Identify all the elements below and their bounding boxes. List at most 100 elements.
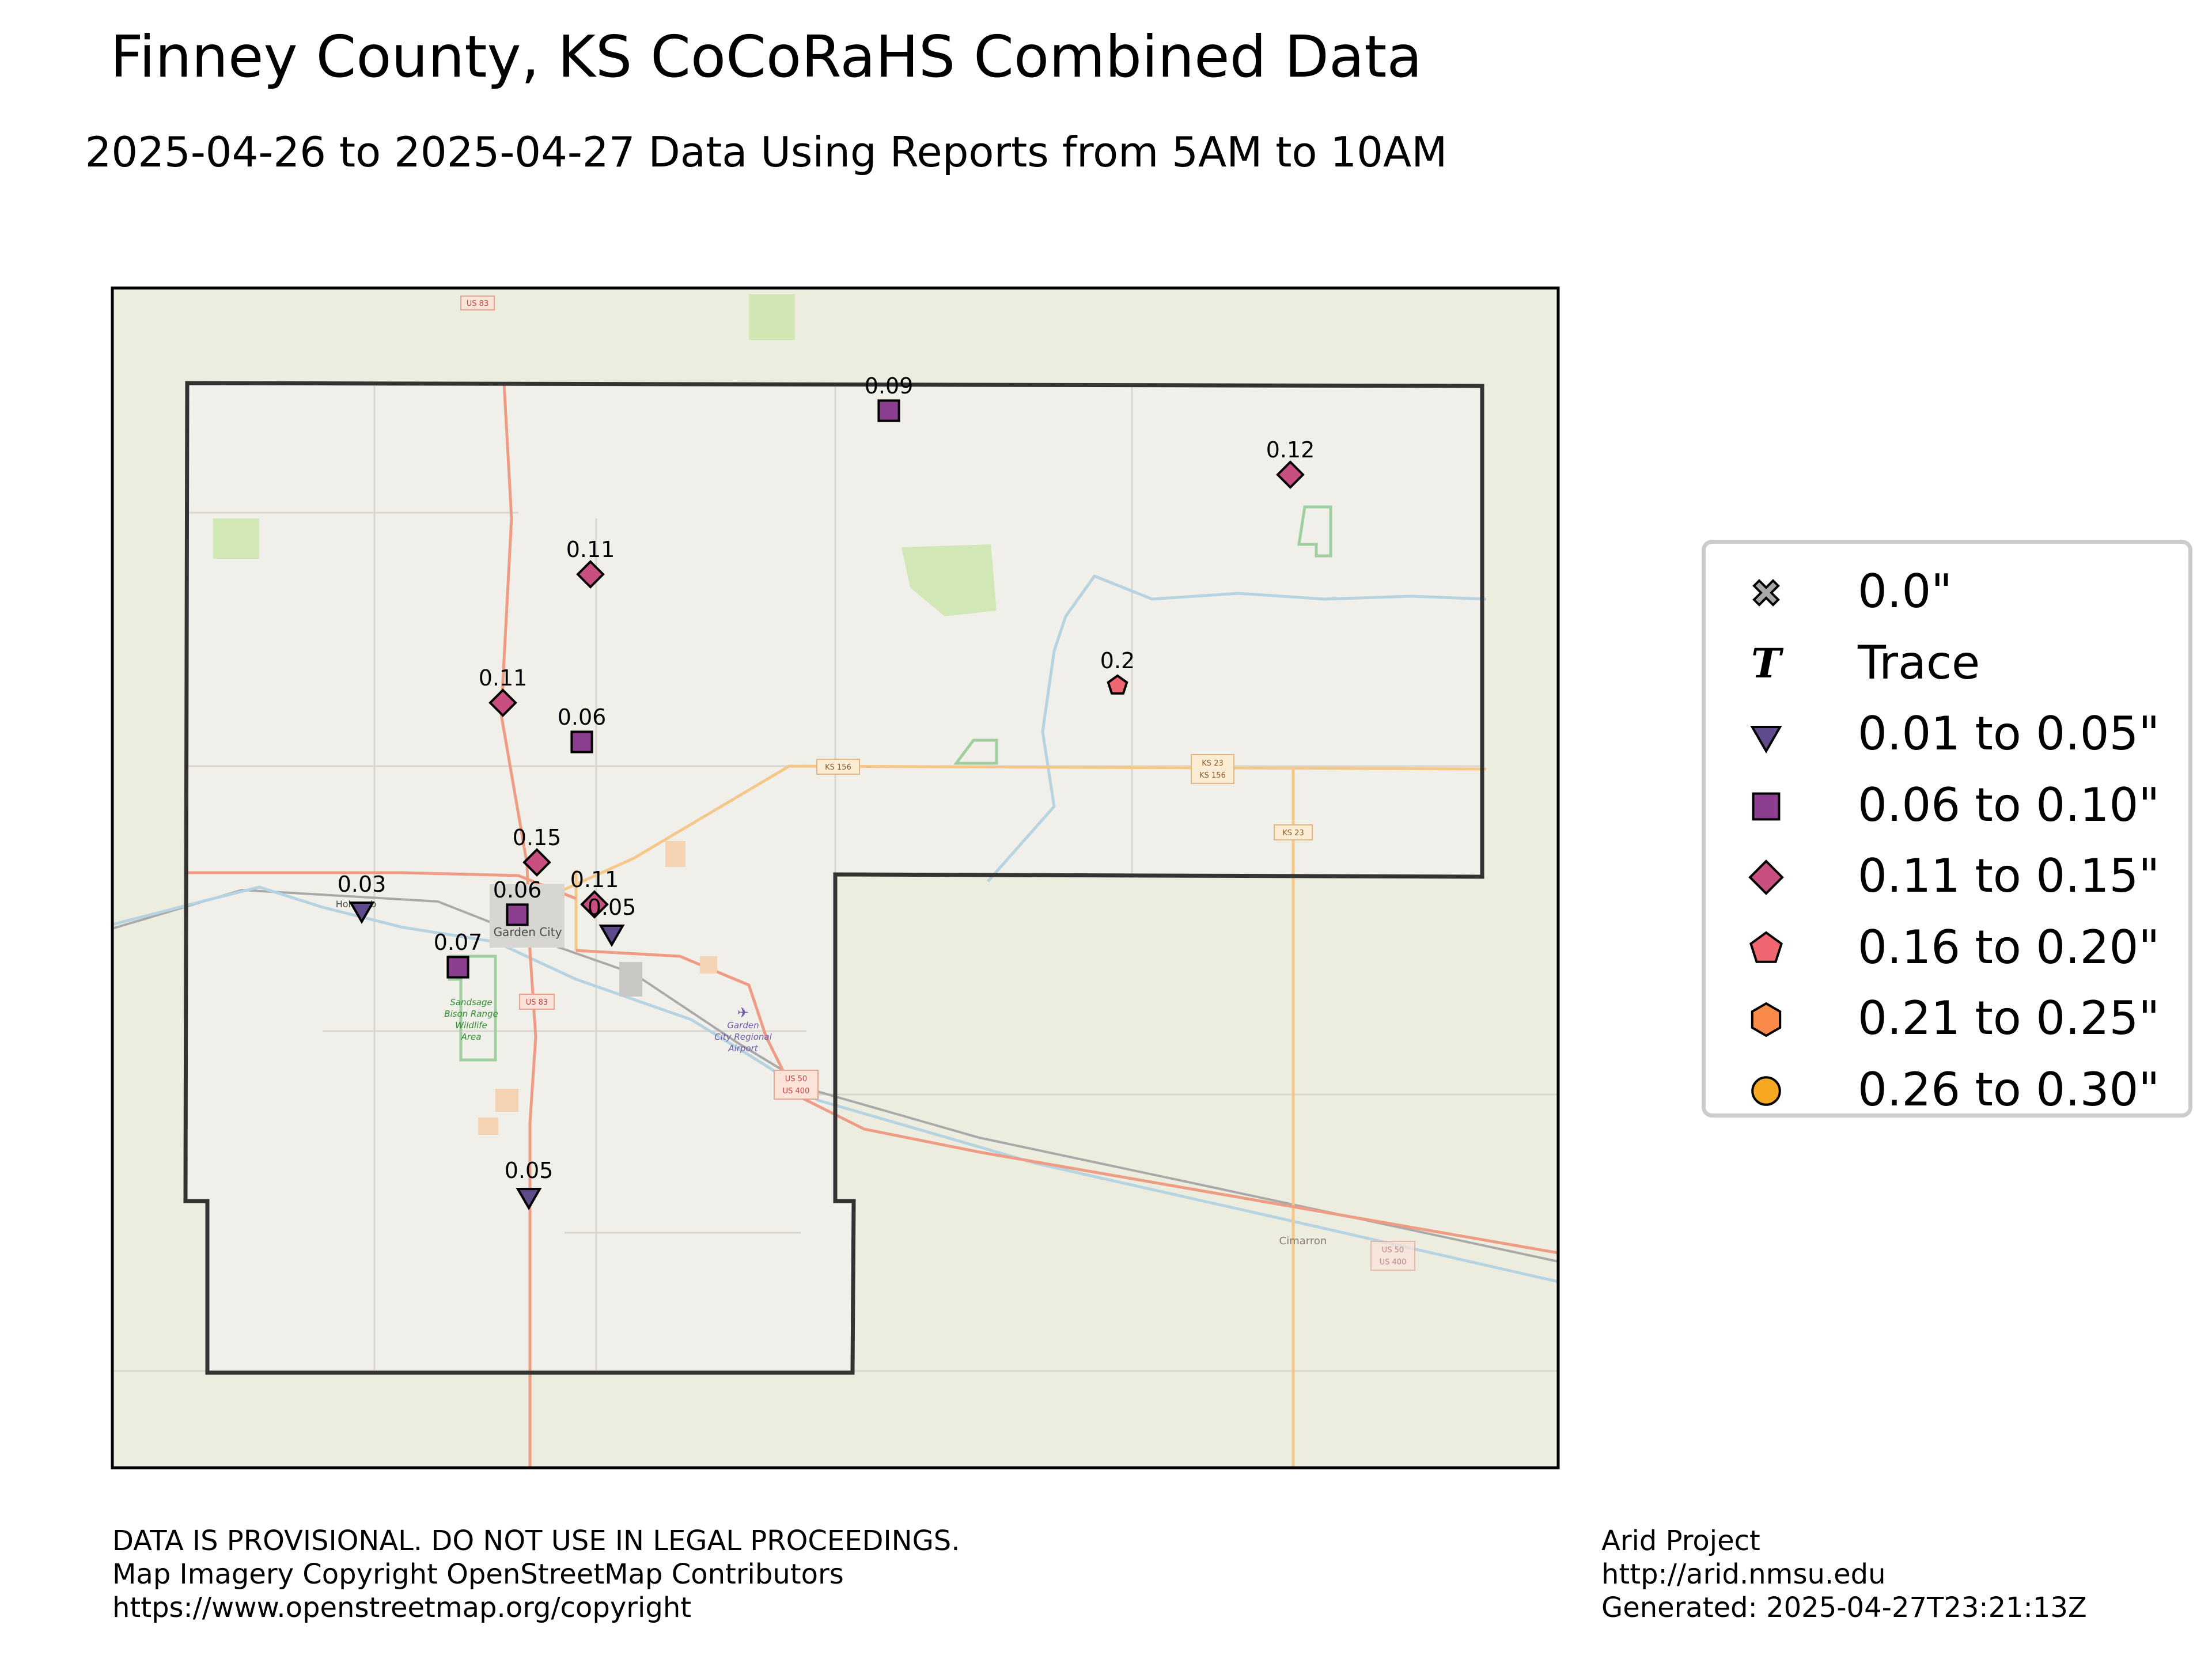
station-marker: 0.2 (1100, 648, 1135, 695)
diamond-marker-icon (488, 688, 517, 717)
generated-timestamp: Generated: 2025-04-27T23:21:13Z (1601, 1592, 2087, 1624)
svg-text:Wildlife: Wildlife (455, 1020, 487, 1031)
diamond-marker-icon (1276, 460, 1305, 489)
svg-text:KS 23: KS 23 (1282, 829, 1304, 838)
airport-label: Garden City Regional Airport (714, 1020, 772, 1054)
square-marker-icon (446, 956, 469, 979)
diamond-icon (1748, 859, 1784, 895)
circle-icon (1751, 1075, 1781, 1106)
county-boundary (183, 381, 1484, 1375)
legend-item: 0.26 to 0.30" (1706, 1058, 2188, 1122)
triangle-down-icon (1750, 726, 1782, 754)
station-value-label: 0.03 (338, 872, 387, 897)
svg-text:US 83: US 83 (526, 998, 548, 1007)
square-marker-icon (877, 399, 900, 422)
svg-text:KS 156: KS 156 (825, 763, 851, 772)
footer-right: Arid Project http://arid.nmsu.edu Genera… (1601, 1524, 2087, 1624)
legend-item: 0.0" (1706, 560, 2188, 623)
svg-text:KS 23: KS 23 (1202, 759, 1223, 768)
station-value-label: 0.07 (434, 930, 483, 955)
svg-text:KS 156: KS 156 (1199, 771, 1226, 780)
osm-copyright-link[interactable]: https://www.openstreetmap.org/copyright (112, 1592, 692, 1624)
station-value-label: 0.11 (479, 665, 528, 691)
diamond-marker-icon (580, 890, 609, 919)
square-marker-icon (506, 903, 529, 926)
highway-shields: US 83 KS 156 KS 23 KS 156 KS 23 US 83 US… (460, 296, 1415, 1271)
svg-text:City Regional: City Regional (714, 1032, 772, 1042)
legend-label: 0.21 to 0.25" (1858, 991, 2160, 1045)
svg-text:US 50: US 50 (785, 1075, 807, 1084)
station-marker: 0.05 (505, 1158, 554, 1210)
pentagon-icon (1749, 931, 1783, 963)
wildlife-area-label: Sandsage Bison Range Wildlife Area (444, 997, 498, 1042)
station-value-label: 0.12 (1266, 437, 1315, 463)
station-markers: 0.09 0.12 0.11 0.2 0.11 0.06 0.15 0.03 0.06 0.11 0… (338, 373, 1315, 1210)
svg-text:US 83: US 83 (467, 300, 488, 308)
legend-item: 0.01 to 0.05" (1706, 702, 2188, 766)
legend-label: 0.26 to 0.30" (1858, 1062, 2160, 1116)
station-value-label: 0.05 (505, 1158, 554, 1183)
triangle-down-marker-icon (516, 1188, 542, 1210)
map-copyright-text: Map Imagery Copyright OpenStreetMap Cont… (112, 1558, 844, 1590)
square-marker-icon (570, 730, 593, 753)
svg-text:Bison Range: Bison Range (444, 1009, 498, 1019)
station-marker: 0.03 (338, 872, 387, 924)
station-value-label: 0.11 (570, 867, 619, 892)
station-marker: 0.11 (566, 537, 615, 589)
square-icon (1752, 792, 1781, 820)
station-marker: 0.15 (513, 825, 561, 877)
legend-item: 0.11 to 0.15" (1706, 844, 2188, 908)
legend-label: 0.16 to 0.20" (1858, 920, 2160, 974)
garden-city-label: Garden City (494, 925, 562, 939)
map-subtitle: 2025-04-26 to 2025-04-27 Data Using Repo… (85, 128, 1448, 176)
legend-label: 0.11 to 0.15" (1858, 849, 2160, 903)
svg-text:Airport: Airport (728, 1043, 758, 1054)
project-link[interactable]: http://arid.nmsu.edu (1601, 1558, 1886, 1590)
T-icon: T (1751, 644, 1784, 684)
triangle-down-marker-icon (599, 925, 625, 947)
cimarron-label: Cimarron (1279, 1235, 1327, 1247)
svg-text:US 50: US 50 (1382, 1246, 1404, 1255)
legend: 0.0" T Trace 0.01 to 0.05" 0.06 to 0.10" 0.11… (1702, 540, 2192, 1118)
station-marker: 0.06 (558, 704, 607, 753)
station-marker: 0.11 (479, 665, 528, 717)
legend-item: 0.16 to 0.20" (1706, 916, 2188, 979)
svg-text:Area: Area (461, 1032, 482, 1042)
legend-label: 0.06 to 0.10" (1858, 778, 2160, 832)
svg-text:US 400: US 400 (1380, 1258, 1407, 1267)
triangle-down-marker-icon (349, 902, 375, 924)
map-frame (111, 286, 1560, 1469)
station-marker: 0.09 (865, 373, 914, 422)
project-name: Arid Project (1601, 1525, 1760, 1557)
station-value-label: 0.06 (558, 704, 607, 730)
svg-text:T: T (1751, 644, 1784, 684)
station-marker: 0.05 (588, 895, 637, 947)
station-marker: 0.11 (570, 867, 619, 919)
station-value-label: 0.09 (865, 373, 914, 399)
station-value-label: 0.05 (588, 895, 637, 920)
diamond-marker-icon (522, 848, 551, 877)
legend-item: 0.21 to 0.25" (1706, 987, 2188, 1050)
pentagon-marker-icon (1107, 674, 1128, 695)
hexagon-icon (1751, 1002, 1782, 1037)
footer-left: DATA IS PROVISIONAL. DO NOT USE IN LEGAL… (112, 1524, 960, 1624)
legend-item: 0.06 to 0.10" (1706, 774, 2188, 837)
station-value-label: 0.11 (566, 537, 615, 562)
legend-label: Trace (1858, 635, 1980, 690)
station-marker: 0.06 (493, 877, 542, 926)
map-title: Finney County, KS CoCoRaHS Combined Data (110, 23, 1422, 90)
station-marker: 0.07 (434, 930, 483, 979)
legend-item: T Trace (1706, 631, 2188, 695)
svg-text:Garden: Garden (727, 1020, 759, 1031)
basemap: Garden City Holcomb Cimarron Sandsage Bi… (112, 288, 1558, 1468)
svg-text:US 400: US 400 (783, 1087, 810, 1096)
station-marker: 0.12 (1266, 437, 1315, 489)
station-value-label: 0.06 (493, 877, 542, 903)
legend-label: 0.01 to 0.05" (1858, 707, 2160, 760)
legend-label: 0.0" (1858, 565, 1953, 618)
x-icon (1752, 579, 1780, 607)
station-value-label: 0.2 (1100, 648, 1135, 673)
svg-text:Sandsage: Sandsage (450, 997, 493, 1007)
airport-icon: ✈ (737, 1005, 749, 1021)
